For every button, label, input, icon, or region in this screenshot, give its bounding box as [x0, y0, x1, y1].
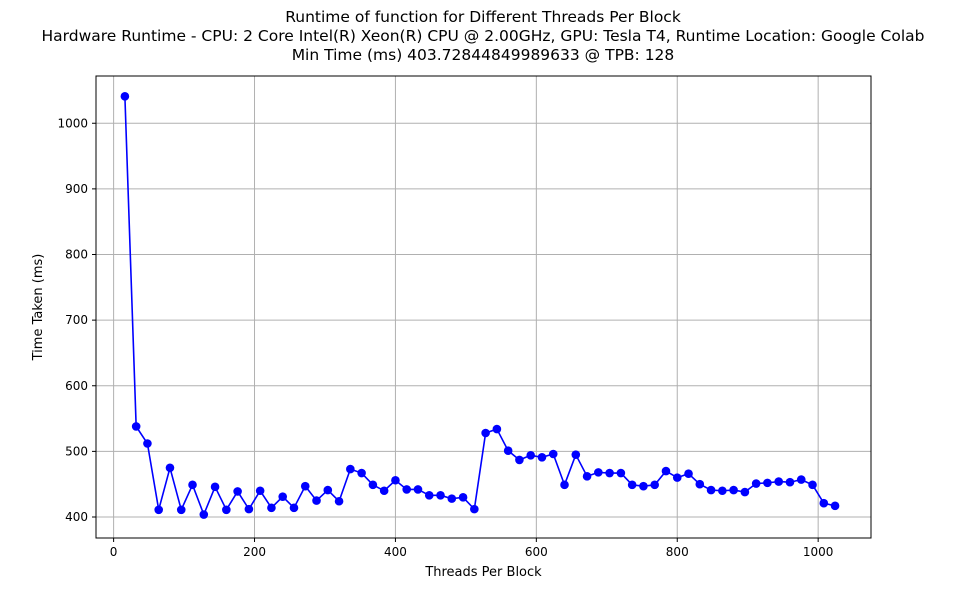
data-point: [774, 477, 784, 486]
x-tick-label: 800: [666, 545, 689, 559]
data-point: [402, 485, 412, 494]
data-point: [695, 479, 705, 489]
data-point: [267, 503, 276, 513]
data-point: [131, 422, 141, 431]
data-point: [650, 480, 660, 490]
data-point: [436, 491, 445, 500]
x-tick-label: 600: [525, 545, 548, 559]
data-point: [470, 504, 479, 514]
data-point: [740, 487, 750, 497]
y-tick-label: 800: [65, 248, 88, 262]
data-point: [210, 482, 220, 492]
data-point: [289, 503, 299, 513]
data-point: [244, 504, 254, 514]
data-point: [312, 496, 321, 505]
data-point: [706, 485, 716, 495]
data-point: [492, 424, 502, 434]
data-series: [120, 92, 840, 519]
data-point: [537, 452, 547, 462]
data-point: [503, 446, 513, 456]
chart-title-block: Runtime of function for Different Thread…: [0, 8, 966, 65]
data-point: [672, 473, 682, 482]
data-point: [751, 479, 761, 488]
data-point: [684, 469, 693, 478]
data-point: [188, 480, 197, 490]
data-point: [582, 472, 592, 481]
x-tick-label: 1000: [803, 545, 834, 559]
chart-title: Runtime of function for Different Thread…: [285, 8, 681, 26]
data-point: [718, 486, 727, 496]
data-point: [526, 451, 536, 460]
chart-subtitle: Hardware Runtime - CPU: 2 Core Intel(R) …: [41, 27, 925, 45]
x-tick-label: 400: [384, 545, 407, 559]
data-point: [120, 92, 130, 101]
data-point: [571, 450, 581, 459]
x-tick-label: 0: [110, 545, 118, 559]
y-tick-label: 600: [65, 379, 88, 393]
plot-frame: [95, 75, 872, 539]
data-point: [222, 505, 231, 515]
data-point: [165, 463, 175, 473]
data-point: [515, 455, 524, 465]
y-tick-label: 500: [65, 444, 88, 458]
data-point: [481, 428, 490, 438]
data-point: [819, 498, 829, 508]
data-point: [424, 491, 434, 500]
data-point: [323, 485, 333, 495]
data-point: [763, 478, 772, 488]
data-point: [808, 480, 817, 490]
y-axis-label: Time Taken (ms): [31, 254, 46, 362]
y-tick-label: 900: [65, 182, 88, 196]
data-point: [458, 493, 468, 502]
data-point: [391, 475, 400, 485]
x-axis-label: Threads Per Block: [424, 565, 542, 580]
data-point: [154, 505, 164, 515]
data-point: [560, 480, 569, 490]
data-point: [796, 475, 806, 484]
data-point: [346, 464, 355, 474]
data-point: [661, 466, 671, 476]
data-point: [143, 439, 152, 448]
data-point: [379, 486, 389, 496]
axis-ticks: 0 200 400 600 800 1000 400 500 600 700 800 900 1000: [57, 116, 833, 559]
data-point: [199, 510, 209, 519]
data-point: [605, 468, 614, 478]
series-line: [124, 96, 836, 517]
data-point: [785, 477, 795, 487]
data-point: [255, 486, 265, 496]
data-point: [278, 492, 288, 501]
y-tick-label: 1000: [57, 116, 88, 130]
data-point: [639, 481, 648, 491]
grid-lines: [96, 76, 871, 538]
data-point: [233, 487, 242, 496]
data-point: [447, 494, 457, 503]
data-point: [627, 480, 637, 490]
data-point: [176, 505, 186, 515]
data-point: [357, 468, 366, 478]
data-point: [548, 449, 558, 459]
data-point: [616, 468, 626, 478]
data-point: [594, 468, 603, 477]
data-point: [368, 480, 378, 490]
y-tick-label: 400: [65, 510, 88, 524]
data-point: [413, 485, 423, 494]
chart-subtitle-min-time: Min Time (ms) 403.72844849989633 @ TPB: …: [291, 46, 675, 64]
data-point: [300, 481, 310, 491]
x-tick-label: 200: [243, 545, 266, 559]
data-point: [334, 496, 344, 506]
y-tick-label: 700: [65, 313, 88, 327]
data-point: [830, 501, 840, 511]
data-point: [729, 485, 738, 495]
